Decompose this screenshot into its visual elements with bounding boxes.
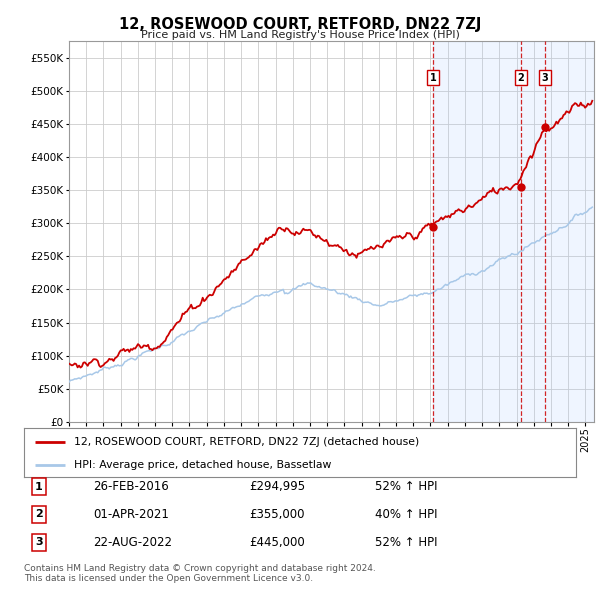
- Text: 22-AUG-2022: 22-AUG-2022: [93, 536, 172, 549]
- Text: £294,995: £294,995: [249, 480, 305, 493]
- Text: 12, ROSEWOOD COURT, RETFORD, DN22 7ZJ: 12, ROSEWOOD COURT, RETFORD, DN22 7ZJ: [119, 17, 481, 31]
- Text: 52% ↑ HPI: 52% ↑ HPI: [375, 480, 437, 493]
- Text: 26-FEB-2016: 26-FEB-2016: [93, 480, 169, 493]
- Text: Price paid vs. HM Land Registry's House Price Index (HPI): Price paid vs. HM Land Registry's House …: [140, 30, 460, 40]
- Text: 52% ↑ HPI: 52% ↑ HPI: [375, 536, 437, 549]
- Text: £355,000: £355,000: [249, 508, 305, 521]
- Bar: [433, 41, 594, 422]
- Text: 01-APR-2021: 01-APR-2021: [93, 508, 169, 521]
- Text: 12, ROSEWOOD COURT, RETFORD, DN22 7ZJ (detached house): 12, ROSEWOOD COURT, RETFORD, DN22 7ZJ (d…: [74, 437, 419, 447]
- Text: Contains HM Land Registry data © Crown copyright and database right 2024.
This d: Contains HM Land Registry data © Crown c…: [24, 563, 376, 583]
- Text: 1: 1: [430, 73, 436, 83]
- Text: £445,000: £445,000: [249, 536, 305, 549]
- Text: 1: 1: [35, 482, 43, 491]
- Text: 3: 3: [542, 73, 548, 83]
- Text: HPI: Average price, detached house, Bassetlaw: HPI: Average price, detached house, Bass…: [74, 460, 331, 470]
- Text: 3: 3: [35, 537, 43, 547]
- Text: 2: 2: [517, 73, 524, 83]
- Text: 2: 2: [35, 510, 43, 519]
- Text: 40% ↑ HPI: 40% ↑ HPI: [375, 508, 437, 521]
